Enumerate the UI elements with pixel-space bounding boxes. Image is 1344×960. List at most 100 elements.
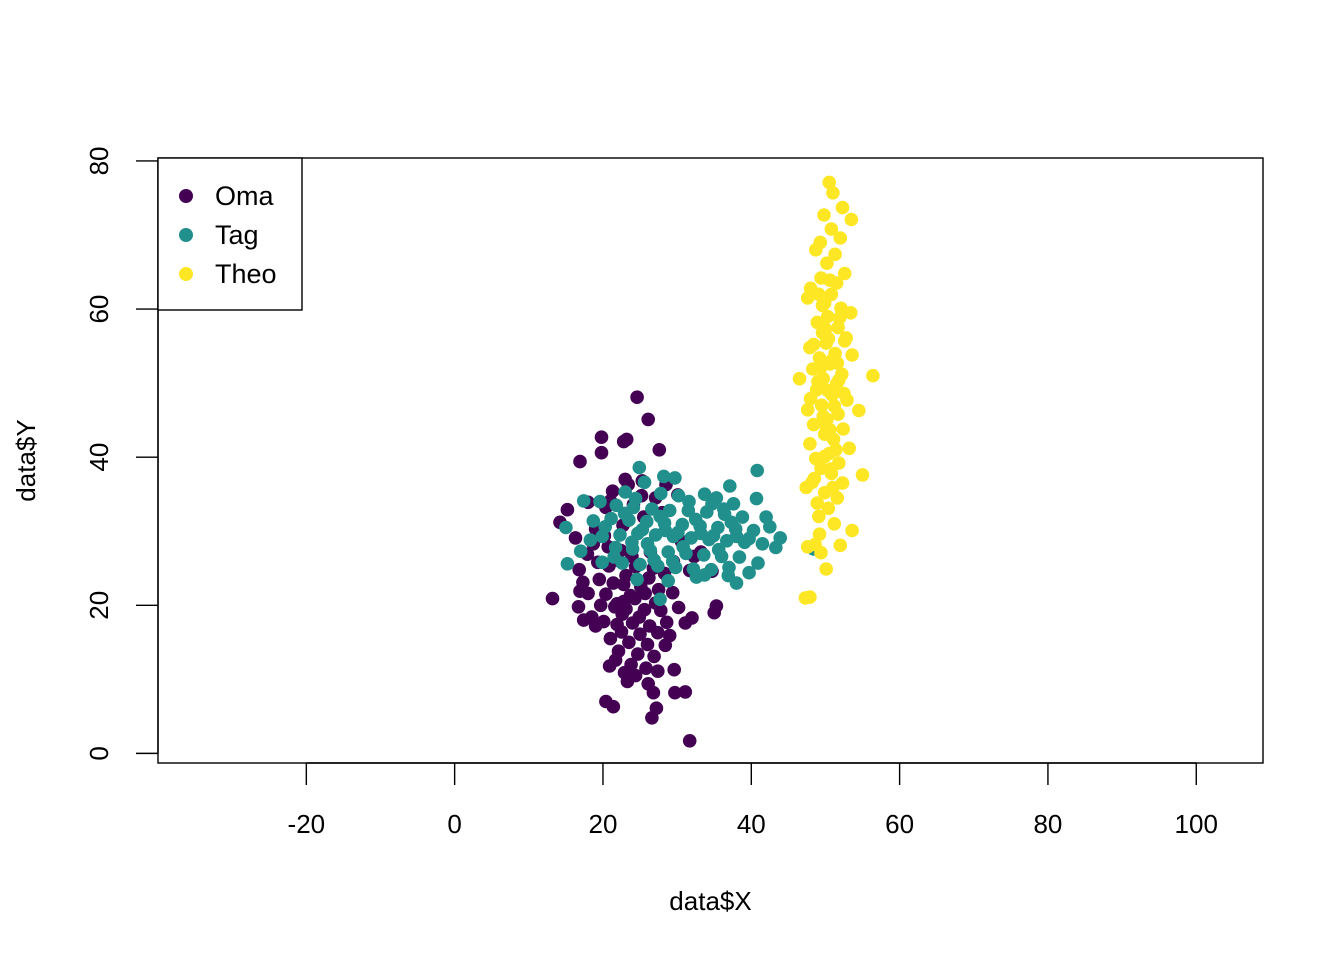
- data-point: [742, 565, 756, 580]
- data-point: [809, 243, 823, 257]
- plot-frame: [157, 157, 1264, 764]
- y-tick-label: 0: [84, 746, 114, 760]
- data-point: [586, 514, 601, 528]
- data-point: [678, 685, 693, 699]
- data-point: [671, 488, 686, 503]
- data-point: [658, 523, 673, 538]
- data-point: [729, 529, 744, 544]
- data-point: [826, 186, 840, 200]
- data-point: [835, 200, 850, 215]
- data-point: [622, 635, 636, 650]
- data-point: [800, 291, 815, 305]
- y-tick-label: 60: [84, 295, 114, 324]
- legend-label: Theo: [215, 259, 277, 289]
- data-point: [821, 501, 836, 516]
- data-point: [647, 649, 661, 664]
- data-point: [844, 212, 859, 227]
- data-point: [610, 597, 624, 611]
- y-tick-label: 40: [84, 443, 114, 472]
- data-point: [615, 607, 629, 621]
- data-point: [749, 491, 764, 506]
- data-point: [632, 610, 647, 624]
- data-point: [617, 506, 632, 521]
- data-point: [750, 463, 764, 478]
- data-point: [616, 434, 631, 449]
- data-point: [657, 469, 671, 484]
- data-point: [697, 487, 712, 502]
- data-point: [653, 509, 667, 524]
- x-axis: -20 0 20 40 60 80 100: [288, 762, 1218, 839]
- data-point: [640, 637, 655, 652]
- data-point: [792, 371, 807, 386]
- data-point: [594, 430, 609, 445]
- data-point: [560, 502, 575, 517]
- data-point: [819, 419, 833, 433]
- x-tick-label: 100: [1175, 809, 1218, 839]
- data-point: [560, 557, 575, 571]
- data-point: [814, 398, 829, 413]
- data-point: [751, 556, 765, 570]
- data-point: [573, 584, 587, 598]
- data-point: [803, 391, 818, 406]
- data-point: [668, 685, 682, 700]
- data-point: [705, 497, 719, 511]
- data-point: [828, 247, 842, 262]
- data-point: [576, 494, 591, 508]
- data-point: [594, 445, 609, 460]
- data-point: [667, 662, 681, 677]
- data-point: [628, 591, 642, 606]
- data-point: [820, 383, 835, 398]
- legend-label: Oma: [215, 181, 274, 211]
- data-point: [632, 460, 647, 475]
- data-point: [769, 540, 783, 555]
- x-tick-label: 80: [1033, 809, 1062, 839]
- data-point: [606, 699, 621, 714]
- data-point: [803, 437, 817, 451]
- data-point: [800, 540, 815, 554]
- data-point: [661, 574, 675, 588]
- data-point: [641, 412, 655, 427]
- data-point: [817, 449, 832, 464]
- data-point: [837, 334, 852, 348]
- data-point: [614, 625, 629, 639]
- data-point: [588, 619, 603, 633]
- legend-marker: [179, 189, 193, 203]
- data-point: [810, 496, 825, 510]
- y-axis-label: data$Y: [11, 419, 41, 501]
- x-tick-label: 40: [737, 809, 766, 839]
- data-point: [855, 468, 870, 482]
- data-point: [620, 674, 635, 689]
- data-point: [645, 711, 659, 725]
- data-point: [682, 734, 697, 748]
- data-point: [826, 480, 840, 495]
- data-point: [837, 266, 852, 281]
- data-point: [658, 638, 673, 653]
- data-point: [603, 631, 618, 646]
- data-point: [709, 599, 724, 613]
- data-point: [837, 386, 851, 401]
- data-point: [822, 175, 836, 190]
- data-point: [635, 522, 650, 537]
- data-point: [827, 517, 842, 531]
- data-point: [618, 472, 632, 487]
- data-point: [646, 685, 661, 700]
- legend-label: Tag: [215, 220, 259, 250]
- data-point: [637, 475, 652, 490]
- data-point: [832, 373, 846, 388]
- data-point: [689, 570, 704, 584]
- data-point: [659, 615, 674, 630]
- data-point: [812, 287, 826, 302]
- data-point: [602, 659, 617, 673]
- data-point: [606, 576, 621, 590]
- x-tick-label: 60: [885, 809, 914, 839]
- data-point: [812, 509, 826, 524]
- data-point: [653, 592, 667, 607]
- data-point: [668, 471, 682, 485]
- data-point: [821, 331, 836, 346]
- data-point: [573, 544, 588, 558]
- data-point: [832, 311, 847, 325]
- data-point: [652, 443, 667, 457]
- data-point: [613, 528, 627, 542]
- data-point: [576, 613, 591, 627]
